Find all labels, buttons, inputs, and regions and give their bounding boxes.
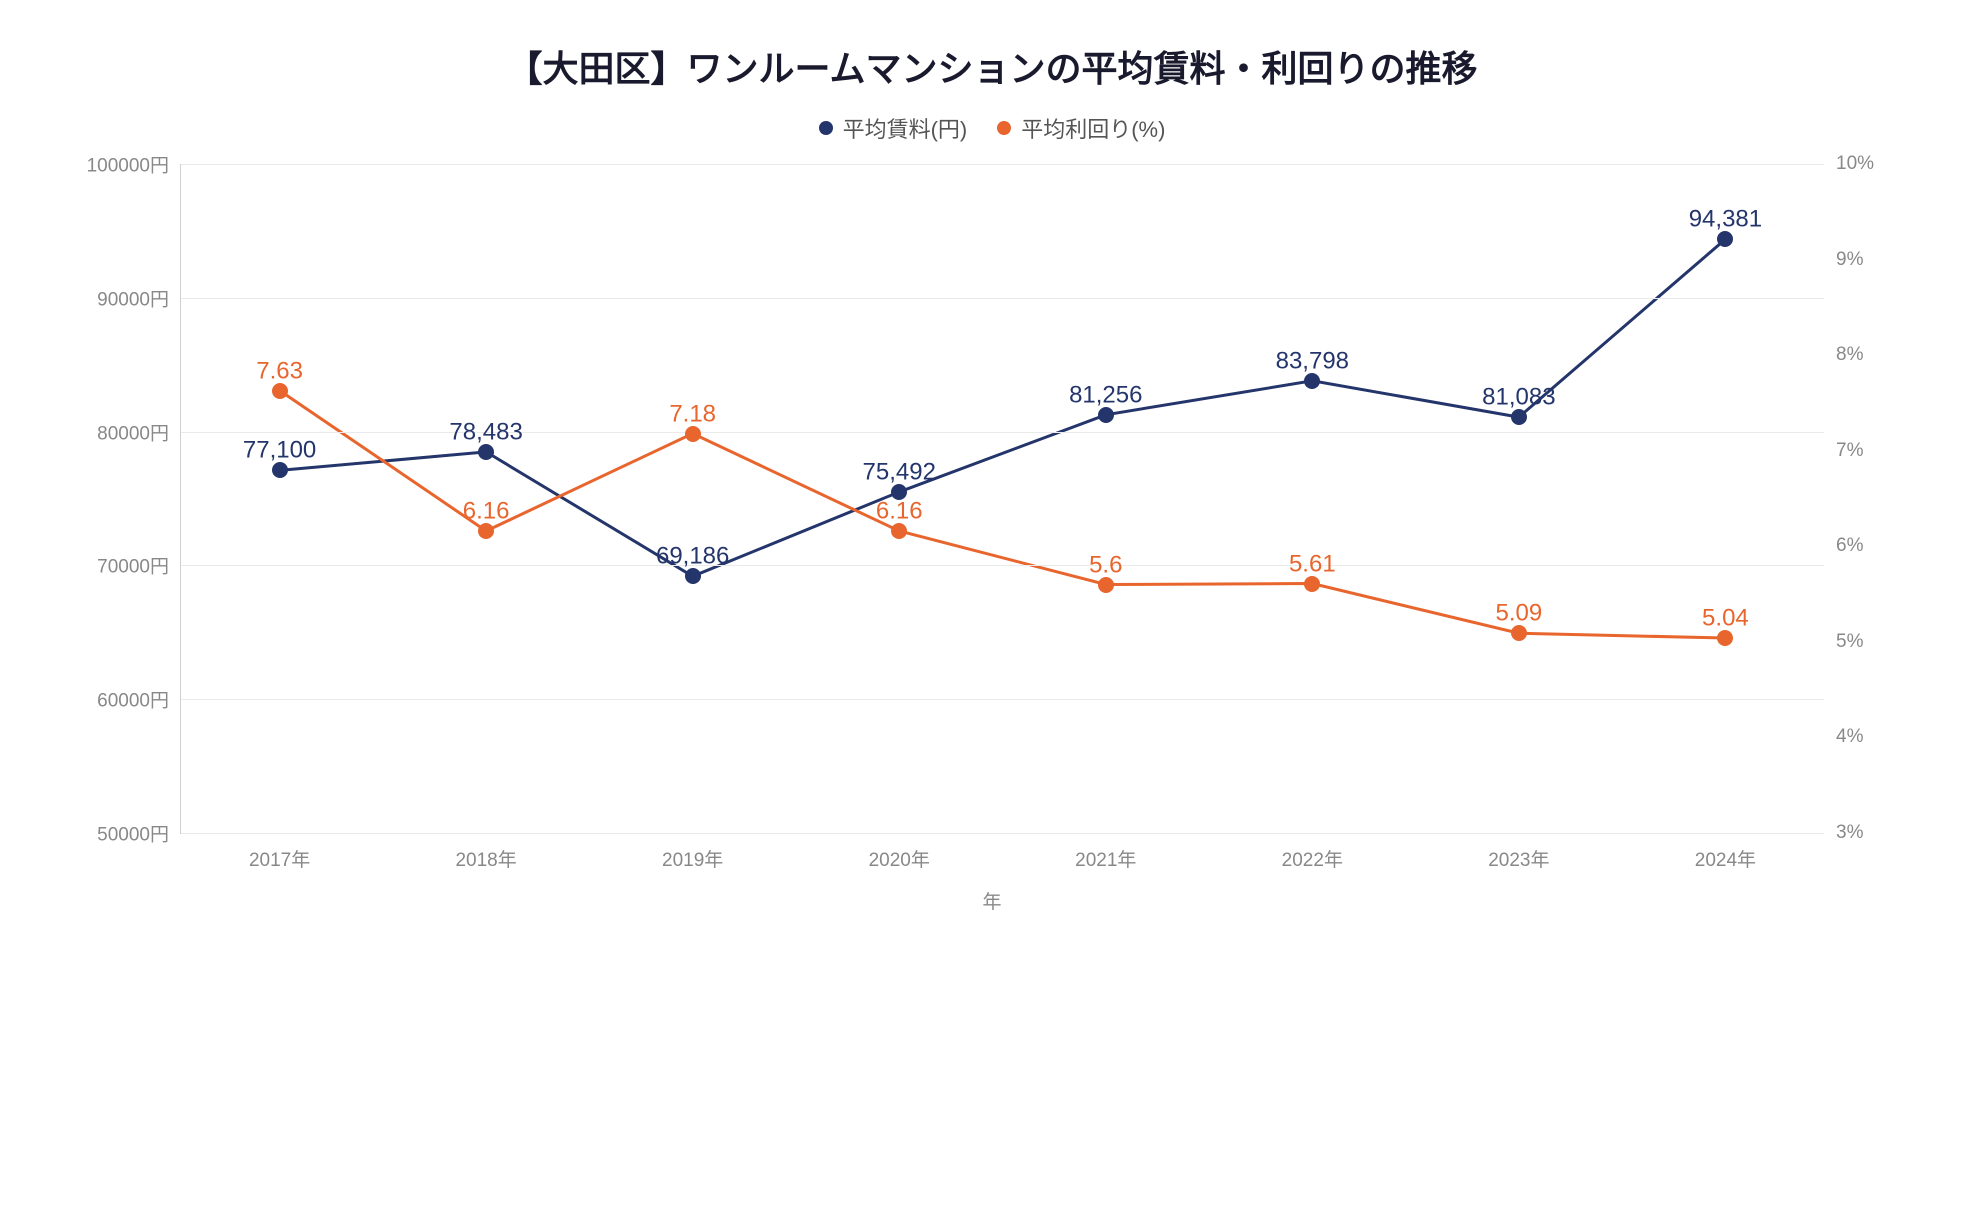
gridline — [181, 565, 1824, 566]
y-right-tick-label: 8% — [1824, 344, 1863, 366]
y-left-tick-label: 60000円 — [97, 686, 181, 713]
rent-data-label: 77,100 — [243, 437, 316, 465]
legend-marker-yield — [997, 121, 1011, 135]
y-left-tick-label: 70000円 — [97, 552, 181, 579]
gridline — [181, 164, 1824, 165]
yield-data-label: 5.6 — [1089, 551, 1122, 579]
legend-marker-rent — [819, 121, 833, 135]
x-tick-label: 2019年 — [662, 833, 723, 872]
rent-data-label: 69,186 — [656, 543, 729, 571]
y-left-tick-label: 50000円 — [97, 820, 181, 847]
x-tick-label: 2024年 — [1695, 833, 1756, 872]
yield-data-label: 7.18 — [669, 400, 716, 428]
legend-item-rent: 平均賃料(円) — [819, 112, 968, 144]
rent-data-label: 78,483 — [449, 418, 522, 446]
rent-data-label: 81,083 — [1482, 384, 1555, 412]
rent-data-label: 75,492 — [863, 458, 936, 486]
gridline — [181, 699, 1824, 700]
plot-wrap: 50000円60000円70000円80000円90000円100000円3%4… — [40, 164, 1944, 924]
x-axis-title: 年 — [982, 887, 1001, 914]
yield-data-label: 6.16 — [463, 497, 510, 525]
x-tick-label: 2021年 — [1075, 833, 1136, 872]
yield-data-label: 6.16 — [876, 497, 923, 525]
y-left-tick-label: 80000円 — [97, 418, 181, 445]
chart-title: 【大田区】ワンルームマンションの平均賃料・利回りの推移 — [40, 40, 1944, 92]
gridline — [181, 432, 1824, 433]
rent-data-label: 94,381 — [1689, 206, 1762, 234]
x-tick-label: 2023年 — [1488, 833, 1549, 872]
legend: 平均賃料(円) 平均利回り(%) — [40, 112, 1944, 144]
plot-area: 50000円60000円70000円80000円90000円100000円3%4… — [180, 164, 1824, 834]
y-right-tick-label: 4% — [1824, 726, 1863, 748]
y-right-tick-label: 10% — [1824, 153, 1874, 175]
yield-data-label: 5.09 — [1496, 600, 1543, 628]
y-right-tick-label: 3% — [1824, 822, 1863, 844]
rent-data-label: 81,256 — [1069, 381, 1142, 409]
chart-container: 【大田区】ワンルームマンションの平均賃料・利回りの推移 平均賃料(円) 平均利回… — [40, 40, 1944, 924]
x-tick-label: 2017年 — [249, 833, 310, 872]
legend-item-yield: 平均利回り(%) — [997, 112, 1165, 144]
x-tick-label: 2018年 — [455, 833, 516, 872]
y-right-tick-label: 5% — [1824, 631, 1863, 653]
yield-data-label: 7.63 — [256, 357, 303, 385]
gridline — [181, 298, 1824, 299]
x-tick-label: 2020年 — [869, 833, 930, 872]
gridline — [181, 833, 1824, 834]
y-right-tick-label: 9% — [1824, 249, 1863, 271]
chart-lines — [181, 164, 1824, 833]
legend-label-yield: 平均利回り(%) — [1021, 112, 1165, 144]
y-right-tick-label: 7% — [1824, 440, 1863, 462]
yield-data-label: 5.04 — [1702, 604, 1749, 632]
y-right-tick-label: 6% — [1824, 535, 1863, 557]
legend-label-rent: 平均賃料(円) — [843, 112, 968, 144]
y-left-tick-label: 100000円 — [87, 151, 181, 178]
yield-data-label: 5.61 — [1289, 550, 1336, 578]
rent-data-label: 83,798 — [1276, 347, 1349, 375]
y-left-tick-label: 90000円 — [97, 284, 181, 311]
x-tick-label: 2022年 — [1282, 833, 1343, 872]
